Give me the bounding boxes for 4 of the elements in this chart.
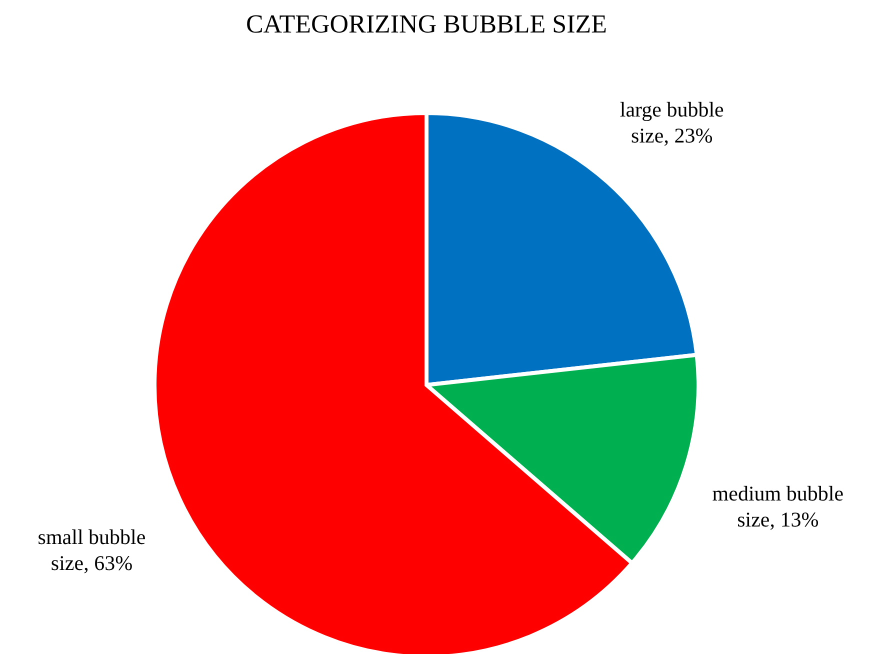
chart-title: CATEGORIZING BUBBLE SIZE <box>246 10 608 39</box>
slice-label: medium bubble size, 13% <box>712 481 844 532</box>
slice-label: large bubble size, 23% <box>620 98 724 148</box>
slice-label: small bubble size, 63% <box>38 524 146 575</box>
